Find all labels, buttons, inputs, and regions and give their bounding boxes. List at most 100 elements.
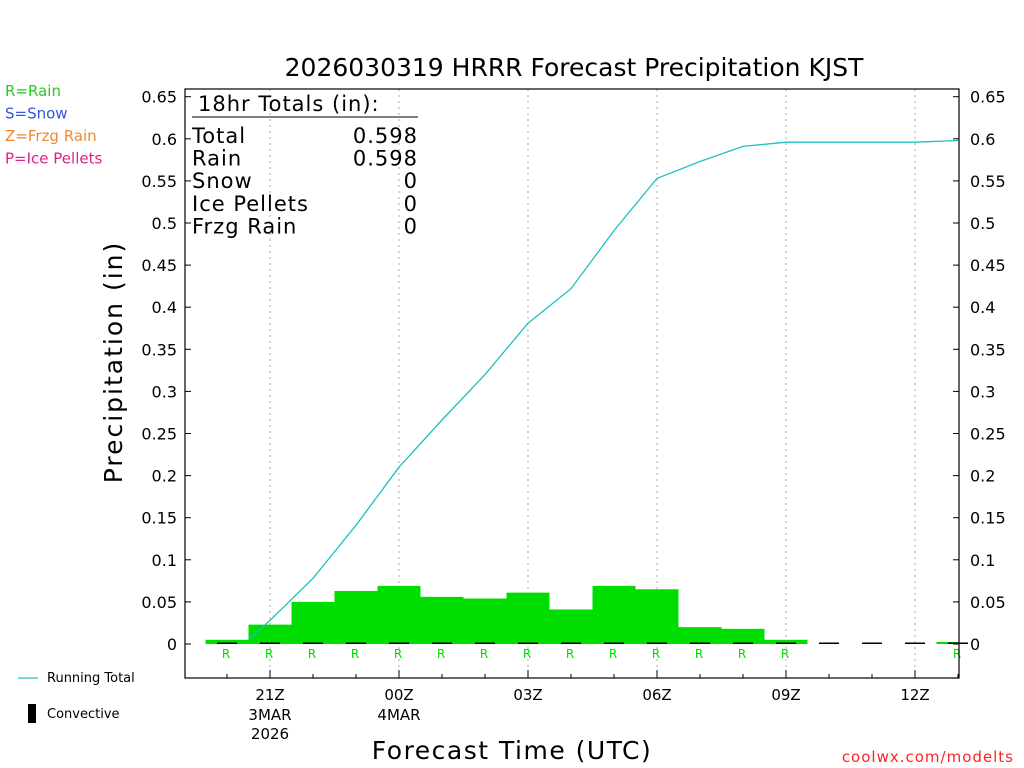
convective-bar [776, 642, 796, 644]
rain-bar [377, 585, 421, 644]
convective-bar [862, 642, 882, 644]
credit-text: coolwx.com/modelts [842, 748, 1014, 766]
ptype-legend: R=Rain S=Snow Z=Frzg Rain P=Ice Pellets [5, 82, 102, 168]
totals-header: 18hr Totals (in): [198, 92, 380, 116]
rain-bar [463, 598, 507, 644]
convective-bar [475, 642, 495, 644]
totals-label: Frzg Rain [192, 214, 297, 238]
rain-bar [506, 592, 550, 644]
totals-label: Rain [192, 147, 242, 171]
ptype-marker: R [695, 647, 703, 661]
y-tick-label: 0.25 [970, 425, 1006, 444]
y-tick-label: 0 [167, 635, 177, 654]
totals-value: 0 [404, 192, 418, 216]
y-tick-label: 0.25 [141, 425, 177, 444]
rain-bar [635, 589, 679, 644]
y-tick-label: 0.2 [152, 467, 177, 486]
x-tick-date: 4MAR [377, 706, 420, 724]
totals-value: 0 [404, 169, 418, 193]
x-tick-label: 12Z [900, 686, 929, 704]
x-axis-label: Forecast Time (UTC) [372, 736, 652, 765]
ptype-marker: R [566, 647, 574, 661]
convective-legend: Convective [28, 704, 120, 723]
y-tick-label: 0.55 [970, 172, 1006, 191]
convective-bar [346, 642, 366, 644]
grid-lines [269, 89, 916, 678]
y-tick-label: 0.45 [141, 256, 177, 275]
x-tick-label: 09Z [771, 686, 800, 704]
y-tick-label: 0.4 [152, 298, 177, 317]
x-tick-label: 21Z [255, 686, 284, 704]
y-tick-label: 0.5 [152, 214, 177, 233]
convective-bar [948, 642, 968, 644]
ptype-legend-item: P=Ice Pellets [5, 150, 102, 168]
ptype-marker: R [222, 647, 230, 661]
rain-bar [205, 639, 249, 644]
convective-bar [260, 642, 280, 644]
rain-bar [936, 642, 958, 644]
y-axis-right: 0.65 0.6 0.55 0.5 0.45 0.4 0.35 0.3 0.25 0.2 0.15 0… [953, 88, 1006, 654]
rain-bars [205, 585, 958, 644]
y-tick-label: 0.3 [970, 382, 995, 401]
y-tick-label: 0.65 [970, 88, 1006, 107]
totals-value: 0 [404, 214, 418, 238]
x-tick-label: 00Z [384, 686, 413, 704]
ptype-marker: R [437, 647, 445, 661]
y-tick-label: 0.2 [970, 467, 995, 486]
y-tick-label: 0.65 [141, 88, 177, 107]
y-axis-left: 0.65 0.6 0.55 0.5 0.45 0.4 0.35 0.3 0.25 0.2 0.15 0… [141, 88, 191, 654]
running-total-line [248, 139, 959, 641]
ptype-legend-item: S=Snow [5, 105, 68, 123]
x-tick-label: 03Z [513, 686, 542, 704]
totals-label: Ice Pellets [192, 192, 309, 216]
ptype-marker: R [480, 647, 488, 661]
totals-label: Total [191, 124, 246, 148]
y-tick-label: 0.15 [970, 509, 1006, 528]
y-axis-label: Precipitation (in) [99, 241, 128, 484]
y-tick-label: 0 [970, 635, 980, 654]
ptype-marker: R [394, 647, 402, 661]
y-tick-label: 0.6 [152, 130, 177, 149]
convective-legend-label: Convective [47, 707, 120, 722]
plot-frame [184, 88, 960, 679]
ptype-marker: R [953, 647, 961, 661]
ptype-marker: R [781, 647, 789, 661]
convective-bar [518, 642, 538, 644]
convective-legend-swatch [28, 704, 36, 723]
ptype-marker: R [738, 647, 746, 661]
convective-bar [561, 642, 581, 644]
x-tick-year: 2026 [251, 725, 289, 743]
convective-bar [217, 642, 237, 644]
ptype-legend-item: Z=Frzg Rain [5, 127, 97, 145]
ptype-marker: R [609, 647, 617, 661]
convective-bars [217, 642, 968, 644]
ptype-legend-item: R=Rain [5, 82, 61, 100]
running-total-legend-label: Running Total [47, 671, 135, 686]
x-tick-label: 06Z [642, 686, 671, 704]
rain-bar [764, 639, 808, 644]
y-tick-label: 0.6 [970, 130, 995, 149]
rain-bar [592, 585, 636, 644]
ptype-marker: R [652, 647, 660, 661]
ptype-marker: R [523, 647, 531, 661]
rain-bar [291, 601, 335, 644]
y-tick-label: 0.45 [970, 256, 1006, 275]
ptype-marker: R [265, 647, 273, 661]
convective-bar [819, 642, 839, 644]
running-total-legend: Running Total [18, 671, 135, 686]
y-tick-label: 0.05 [970, 593, 1006, 612]
totals-value: 0.598 [353, 147, 418, 171]
convective-bar [905, 642, 925, 644]
convective-bar [432, 642, 452, 644]
convective-bar [604, 642, 624, 644]
y-tick-label: 0.15 [141, 509, 177, 528]
convective-bar [303, 642, 323, 644]
y-tick-label: 0.55 [141, 172, 177, 191]
y-tick-label: 0.5 [970, 214, 995, 233]
y-tick-label: 0.3 [152, 382, 177, 401]
totals-value: 0.598 [353, 124, 418, 148]
rain-bar [678, 627, 722, 644]
